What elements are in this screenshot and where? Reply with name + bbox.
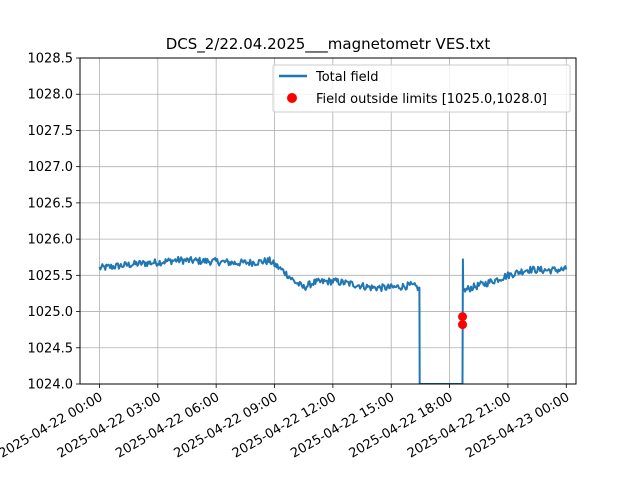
series-layer	[98, 255, 568, 384]
y-tick-label: 1026.0	[28, 233, 74, 248]
axes-frame	[79, 57, 577, 385]
outside-limits-point	[458, 320, 468, 330]
y-tick-label: 1024.5	[28, 341, 74, 356]
y-axis: 1024.0 1024.5 1025.0 1025.5 1026.0 1026.5 1027…	[28, 52, 80, 393]
y-tick-label: 1025.5	[28, 269, 74, 284]
y-tick-label: 1024.0	[28, 378, 74, 393]
y-tick-label: 1027.5	[28, 124, 74, 139]
y-tick-label: 1025.0	[28, 305, 74, 320]
legend-marker-swatch	[287, 93, 297, 103]
legend-label-outside-limits: Field outside limits [1025.0,1028.0]	[316, 92, 547, 107]
series-line-total-field	[98, 255, 568, 384]
y-tick-label: 1026.5	[28, 196, 74, 211]
outside-limits-point	[458, 312, 468, 322]
legend-label-total-field: Total field	[315, 70, 379, 85]
legend-box	[272, 64, 571, 113]
y-tick-label: 1028.5	[28, 52, 74, 67]
legend: Total field Field outside limits [1025.0…	[272, 64, 571, 113]
chart-title: DCS_2/22.04.2025___magnetometr VES.txt	[166, 35, 491, 54]
y-tick-label: 1027.0	[28, 160, 74, 175]
y-tick-label: 1028.0	[28, 88, 74, 103]
plot-area	[98, 255, 568, 384]
